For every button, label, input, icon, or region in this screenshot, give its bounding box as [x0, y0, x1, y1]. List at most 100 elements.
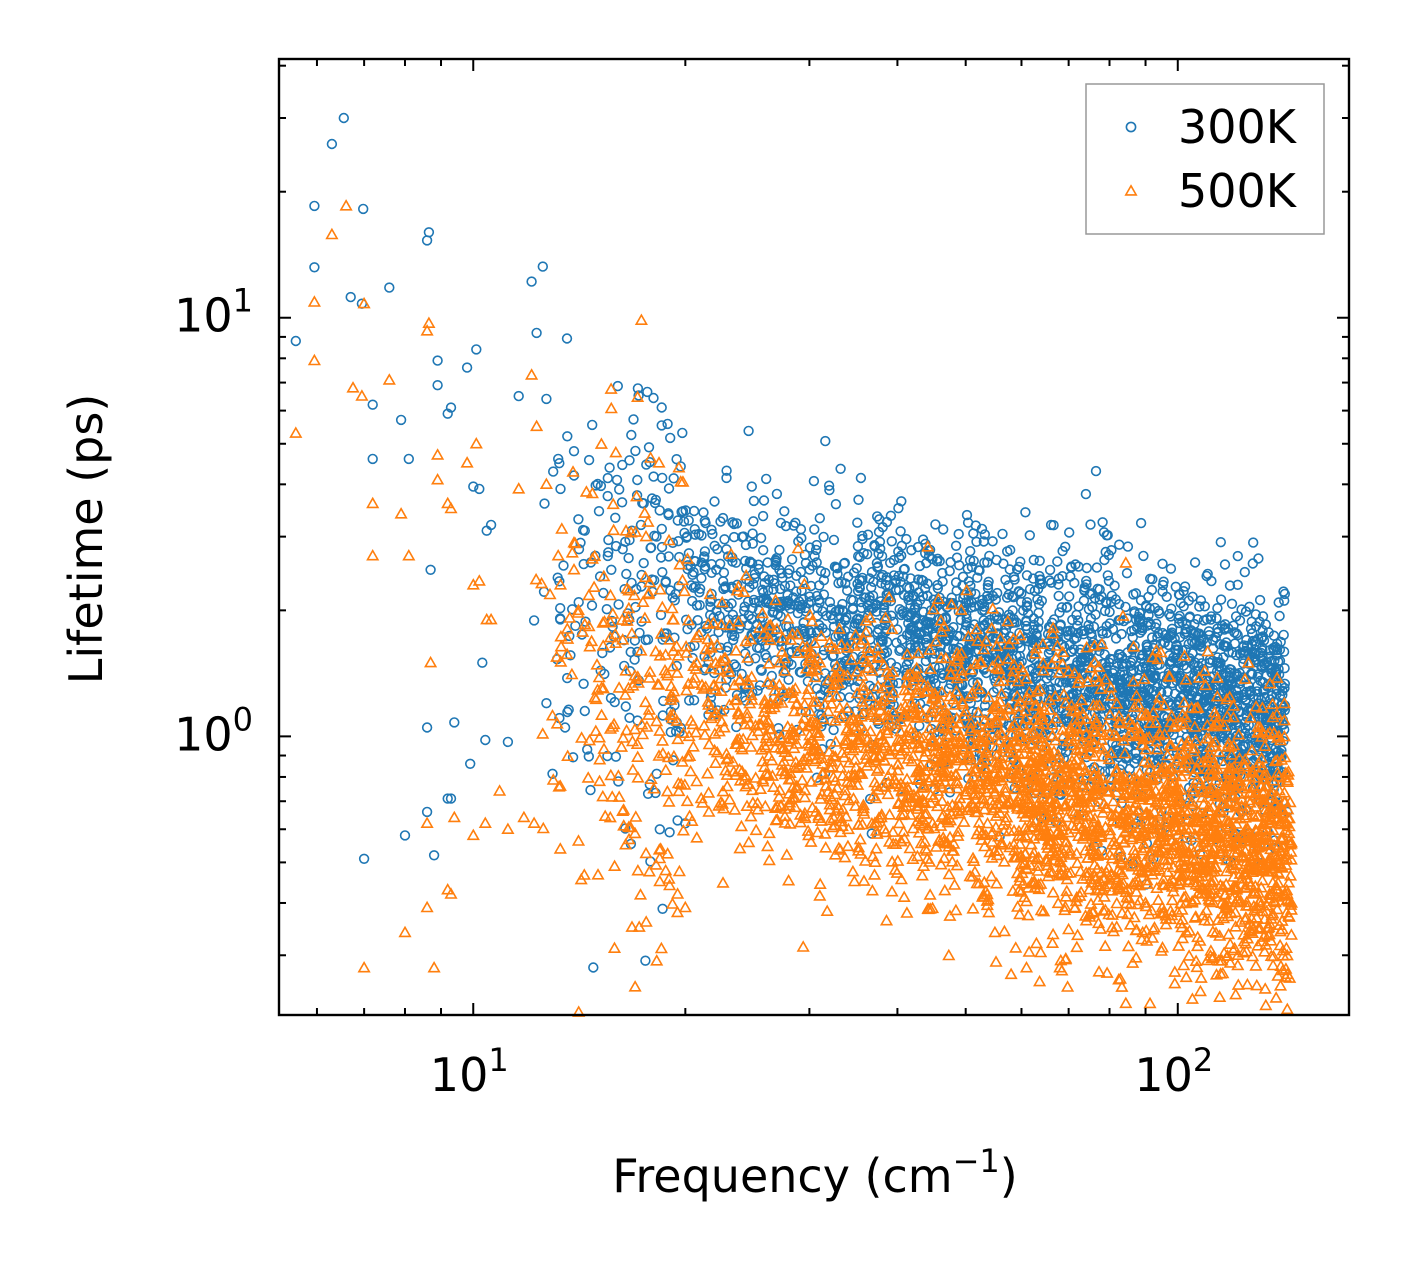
data-point-500K [934, 613, 948, 626]
data-point-300K [852, 613, 864, 624]
data-point-500K [739, 634, 753, 647]
data-point-300K [1021, 616, 1032, 627]
data-point-500K [1165, 893, 1179, 906]
data-point-500K [828, 818, 842, 831]
data-point-500K [981, 816, 995, 829]
data-point-500K [699, 680, 713, 692]
data-point-300K [784, 603, 796, 614]
data-point-500K [867, 868, 882, 880]
data-point-500K [653, 724, 667, 736]
data-point-500K [995, 686, 1009, 699]
data-point-300K [610, 512, 621, 523]
data-point-500K [1230, 807, 1244, 819]
data-point-500K [1013, 907, 1027, 920]
data-point-300K [667, 537, 678, 548]
data-point-500K [607, 523, 621, 536]
data-point-500K [1070, 856, 1084, 869]
data-point-300K [787, 592, 799, 603]
data-point-300K [425, 564, 436, 575]
data-point-500K [1197, 797, 1211, 810]
data-point-300K [1034, 574, 1046, 585]
data-point-500K [886, 825, 900, 837]
data-point-500K [1067, 768, 1081, 781]
data-point-500K [971, 705, 985, 718]
data-point-300K [617, 459, 628, 471]
data-points-layer [289, 112, 1299, 1017]
data-point-300K [1015, 642, 1026, 653]
data-point-300K [757, 510, 769, 522]
data-point-300K [923, 551, 935, 562]
data-point-500K [597, 614, 612, 627]
data-point-300K [617, 543, 628, 555]
data-point-300K [1195, 634, 1207, 645]
data-point-500K [1005, 720, 1019, 733]
data-point-300K [1224, 663, 1236, 675]
data-point-300K [656, 402, 667, 413]
data-point-300K [838, 558, 850, 569]
data-point-300K [1271, 650, 1282, 661]
data-point-500K [1075, 777, 1089, 790]
data-point-500K [778, 745, 792, 757]
data-point-500K [861, 641, 875, 653]
data-point-300K [1229, 627, 1240, 638]
data-point-300K [1024, 530, 1036, 541]
data-point-300K [805, 627, 817, 639]
data-point-500K [1032, 851, 1046, 863]
data-point-300K [642, 386, 653, 398]
data-point-500K [733, 774, 747, 786]
data-point-500K [1157, 872, 1171, 885]
data-point-500K [1270, 902, 1284, 915]
data-point-500K [643, 665, 657, 677]
data-point-300K [818, 574, 830, 586]
data-point-500K [596, 789, 610, 802]
data-point-500K [1002, 702, 1017, 715]
data-point-300K [731, 518, 742, 529]
data-point-300K [930, 678, 941, 689]
data-point-300K [786, 554, 798, 565]
data-point-300K [751, 619, 763, 630]
data-point-500K [762, 749, 776, 761]
data-point-300K [720, 622, 731, 633]
data-point-300K [1102, 570, 1114, 581]
data-point-500K [1216, 757, 1231, 770]
data-point-500K [631, 771, 645, 783]
data-point-300K [792, 607, 804, 619]
data-point-500K [898, 683, 912, 696]
data-point-300K [804, 542, 816, 553]
data-point-300K [1116, 628, 1127, 640]
data-point-500K [617, 819, 631, 831]
data-point-500K [1216, 966, 1230, 979]
data-point-500K [1099, 672, 1113, 685]
data-point-500K [1094, 682, 1108, 694]
data-point-300K [901, 533, 912, 545]
data-point-300K [782, 589, 793, 601]
data-point-500K [973, 782, 987, 795]
data-point-500K [1206, 895, 1220, 908]
data-point-500K [1062, 922, 1076, 935]
data-point-300K [1152, 631, 1163, 643]
data-point-300K [758, 587, 769, 598]
data-point-500K [1027, 832, 1041, 844]
data-point-300K [326, 138, 338, 150]
data-point-500K [635, 717, 649, 730]
data-point-500K [859, 741, 873, 753]
data-point-300K [620, 701, 631, 712]
data-point-500K [644, 772, 658, 784]
data-point-300K [726, 598, 737, 609]
data-point-300K [1178, 660, 1189, 671]
data-point-500K [1268, 895, 1282, 908]
data-point-300K [1227, 647, 1238, 658]
data-point-500K [662, 533, 676, 546]
data-point-500K [1022, 945, 1036, 957]
data-point-300K [1193, 660, 1204, 672]
data-point-300K [854, 574, 865, 586]
data-point-500K [1203, 782, 1217, 795]
data-point-500K [804, 835, 818, 847]
data-point-500K [649, 858, 663, 870]
data-point-300K [1053, 579, 1064, 590]
data-point-500K [1271, 766, 1285, 778]
data-point-500K [1210, 689, 1224, 702]
data-point-500K [721, 661, 735, 673]
data-point-500K [1095, 637, 1109, 649]
data-point-500K [1154, 645, 1168, 658]
